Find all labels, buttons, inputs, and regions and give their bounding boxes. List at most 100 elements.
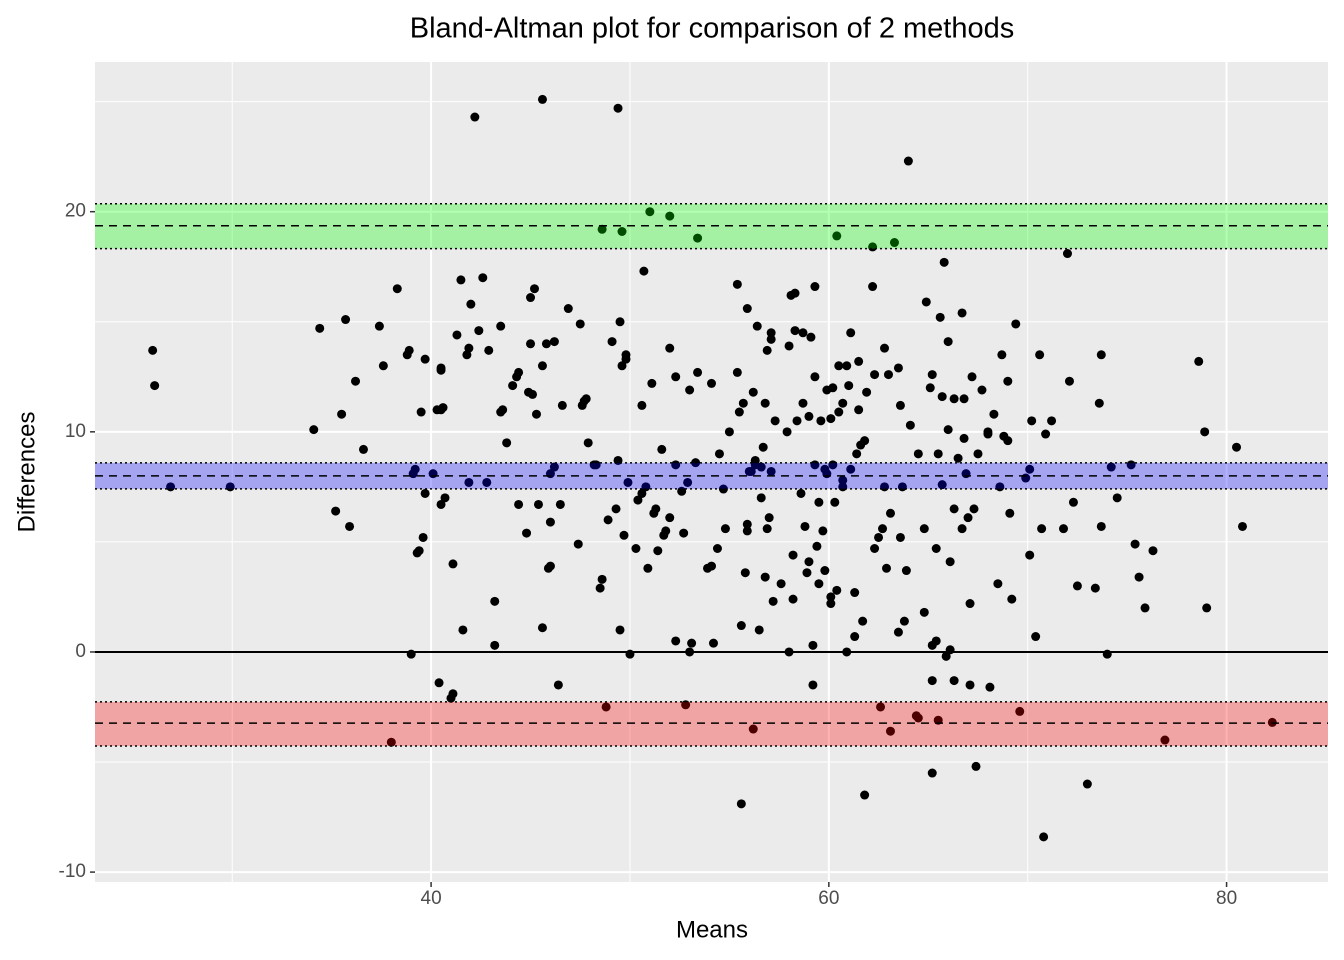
point xyxy=(533,499,543,509)
point xyxy=(661,526,671,536)
point xyxy=(850,632,860,642)
point xyxy=(870,543,880,553)
point xyxy=(790,326,800,336)
point xyxy=(732,367,742,377)
point xyxy=(862,387,872,397)
point xyxy=(752,321,762,331)
x-tick-label: 60 xyxy=(818,888,839,909)
point xyxy=(685,385,695,395)
point xyxy=(959,433,969,443)
point xyxy=(434,678,444,688)
point xyxy=(931,636,941,646)
point xyxy=(337,409,347,419)
point xyxy=(808,640,818,650)
point xyxy=(1035,350,1045,360)
point xyxy=(993,579,1003,589)
point xyxy=(470,112,480,122)
point xyxy=(378,361,388,371)
point xyxy=(490,640,500,650)
point xyxy=(466,299,476,309)
point xyxy=(949,676,959,686)
point xyxy=(945,557,955,567)
point xyxy=(693,233,703,243)
point xyxy=(878,524,888,534)
point xyxy=(832,231,842,241)
point xyxy=(1068,497,1078,507)
point xyxy=(943,425,953,435)
point xyxy=(756,493,766,503)
point xyxy=(738,398,748,408)
point xyxy=(619,530,629,540)
point xyxy=(937,480,947,490)
point xyxy=(826,592,836,602)
point xyxy=(750,455,760,465)
point xyxy=(913,713,923,723)
point xyxy=(404,345,414,355)
point xyxy=(1194,356,1204,366)
point xyxy=(345,521,355,531)
point xyxy=(973,449,983,459)
point xyxy=(1096,521,1106,531)
point xyxy=(810,460,820,470)
point xyxy=(645,207,655,217)
point xyxy=(796,488,806,498)
point xyxy=(814,497,824,507)
point xyxy=(957,308,967,318)
x-tick-label: 40 xyxy=(421,888,442,909)
point xyxy=(643,563,653,573)
point xyxy=(921,297,931,307)
point xyxy=(816,416,826,426)
point xyxy=(597,224,607,234)
point xyxy=(893,363,903,373)
point xyxy=(1094,398,1104,408)
point xyxy=(436,499,446,509)
point xyxy=(665,513,675,523)
point xyxy=(549,337,559,347)
point xyxy=(977,385,987,395)
point xyxy=(1037,524,1047,534)
point xyxy=(846,464,856,474)
point xyxy=(374,321,384,331)
point xyxy=(889,238,899,248)
point xyxy=(1082,779,1092,789)
point xyxy=(882,563,892,573)
point xyxy=(677,486,687,496)
point xyxy=(939,257,949,267)
point xyxy=(876,702,886,712)
point xyxy=(885,508,895,518)
x-axis-label: Means xyxy=(676,916,748,943)
point xyxy=(615,317,625,327)
point xyxy=(1027,416,1037,426)
point xyxy=(762,345,772,355)
point xyxy=(386,737,396,747)
point xyxy=(1140,603,1150,613)
point xyxy=(528,389,538,399)
point xyxy=(846,328,856,338)
y-axis-label: Differences xyxy=(13,412,40,533)
point xyxy=(595,583,605,593)
point xyxy=(903,156,913,166)
point xyxy=(895,532,905,542)
point xyxy=(601,702,611,712)
point xyxy=(931,543,941,553)
point xyxy=(830,497,840,507)
point xyxy=(685,647,695,657)
point xyxy=(989,409,999,419)
point xyxy=(742,519,752,529)
point xyxy=(860,436,870,446)
point xyxy=(549,462,559,472)
point xyxy=(671,372,681,382)
point xyxy=(969,504,979,514)
point xyxy=(613,103,623,113)
point xyxy=(1031,632,1041,642)
point xyxy=(623,477,633,487)
point xyxy=(1126,460,1136,470)
point xyxy=(1200,427,1210,437)
point xyxy=(617,361,627,371)
point xyxy=(935,312,945,322)
point xyxy=(804,411,814,421)
point xyxy=(826,599,836,609)
y-tick-label: 20 xyxy=(65,201,86,222)
point xyxy=(718,484,728,494)
point xyxy=(1059,524,1069,534)
